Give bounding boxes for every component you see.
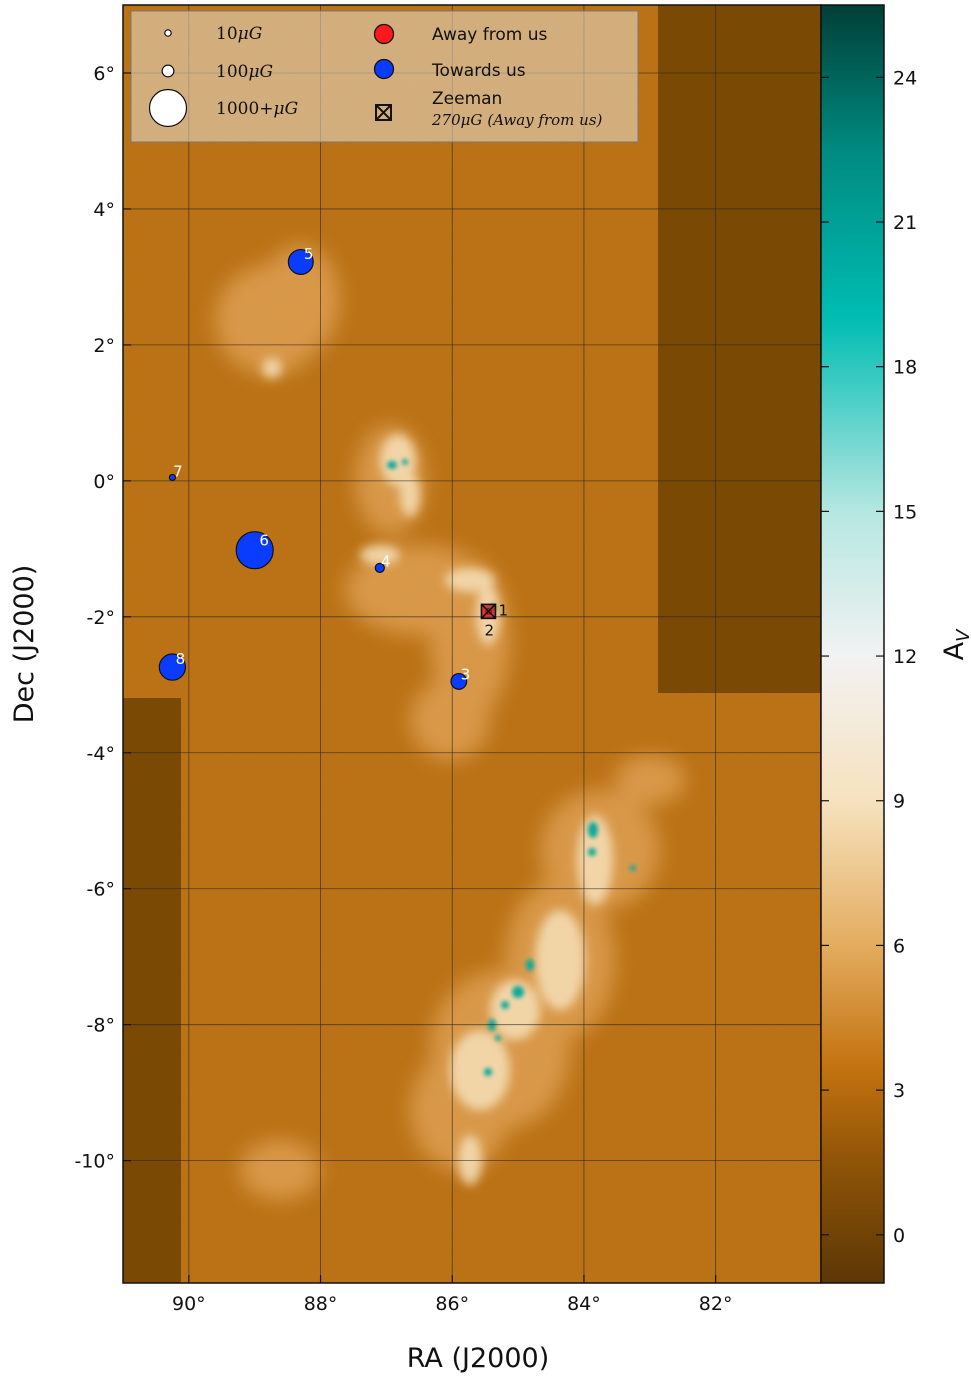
cb-tick-label-7: 21 (893, 212, 917, 234)
colorbar-title: AV (939, 628, 971, 660)
marker-label-6: 6 (259, 532, 269, 550)
legend-size-label-1: 100μG (216, 62, 273, 82)
legend-size-value-2: 1000+ (216, 99, 274, 119)
colorbar-gradient (820, 4, 885, 1284)
legend-away-label: Away from us (432, 25, 547, 45)
colorbar-title-sub: V (953, 628, 971, 642)
y-tick-label-3: 0° (93, 471, 115, 493)
markers: 3 4 5 6 7 8 21 (158, 245, 508, 690)
legend-zeeman-label: Zeeman (432, 89, 502, 109)
legend-towards-label: Towards us (431, 61, 526, 81)
legend-zeeman-sublabel: 270μG (Away from us) (431, 111, 603, 129)
legend-color-towards: Towards us (373, 58, 526, 81)
extinction-map (123, 5, 821, 1283)
legend-towards-marker (373, 58, 395, 80)
legend-size-marker-1 (161, 64, 175, 78)
cloud-peaks (387, 459, 636, 1076)
grid (123, 5, 821, 1283)
colorbar: 0 3 6 9 12 15 18 21 24 AV (820, 4, 971, 1284)
y-tick-label-5: -4° (87, 743, 115, 765)
zeeman-marker-icon (375, 104, 392, 121)
zeeman-marker-1 (480, 603, 497, 620)
x-tick-label-1: 88° (304, 1293, 338, 1315)
x-tick-label-3: 84° (567, 1293, 601, 1315)
legend-size-unit-2: μG (274, 99, 299, 119)
colorbar-title-main: A (939, 641, 970, 660)
towards-marker-3 (450, 672, 468, 690)
legend-size-label-0: 10μG (216, 24, 262, 44)
marker-label-4: 4 (381, 553, 391, 571)
x-tick-label-4: 82° (699, 1293, 733, 1315)
zeeman-value: 270 (431, 111, 461, 129)
y-tick-label-0: 6° (93, 63, 115, 85)
legend-color-away: Away from us (373, 23, 547, 45)
y-tick-label-2: 2° (93, 335, 115, 357)
x-axis-ticks: 90° 88° 86° 84° 82° (172, 1275, 732, 1315)
y-axis-title: Dec (J2000) (9, 565, 40, 724)
legend-size-value-1: 100 (216, 62, 248, 82)
marker-label-8: 8 (176, 650, 186, 668)
cb-tick-label-5: 15 (893, 501, 917, 523)
marker-label-1: 1 (498, 601, 508, 619)
colorbar-ticks: 0 3 6 9 12 15 18 21 24 (821, 67, 917, 1247)
legend-away-marker (373, 23, 395, 45)
no-data-region-left (123, 698, 181, 1283)
x-tick-label-0: 90° (172, 1293, 206, 1315)
cb-tick-label-4: 12 (893, 646, 917, 668)
marker-label-2: 2 (484, 621, 494, 639)
y-axis-ticks: 6° 4° 2° 0° -2° -4° -6° -8° -10° (74, 63, 131, 1173)
marker-label-3: 3 (461, 665, 471, 683)
x-axis-title: RA (J2000) (407, 1343, 549, 1374)
towards-marker-4 (374, 562, 385, 573)
cb-tick-label-8: 24 (893, 67, 917, 89)
cb-tick-label-2: 6 (893, 935, 905, 957)
towards-marker-8 (158, 653, 187, 681)
y-tick-label-7: -8° (87, 1015, 115, 1037)
zeeman-direction: (Away from us) (487, 111, 602, 129)
cb-tick-label-6: 18 (893, 357, 917, 379)
legend-zeeman: Zeeman 270μG (Away from us) (375, 89, 603, 129)
marker-label-5: 5 (304, 245, 314, 263)
cb-tick-label-1: 3 (893, 1080, 905, 1102)
legend-size-marker-0 (164, 29, 172, 37)
legend-size-marker-2 (148, 88, 188, 128)
cb-tick-label-3: 9 (893, 791, 905, 813)
legend-size-unit-1: μG (248, 62, 273, 82)
no-data-region-right (658, 5, 821, 693)
towards-marker-5 (287, 248, 314, 275)
marker-label-7: 7 (173, 463, 183, 481)
cb-tick-label-0: 0 (893, 1225, 905, 1247)
zeeman-unit: μG (461, 111, 483, 129)
legend-size-label-2: 1000+μG (216, 99, 298, 119)
y-tick-label-4: -2° (87, 607, 115, 629)
towards-marker-6 (235, 531, 274, 570)
y-tick-label-1: 4° (93, 199, 115, 221)
y-tick-label-6: -6° (87, 879, 115, 901)
towards-marker-7 (168, 473, 176, 482)
legend-size-value-0: 10 (216, 24, 238, 44)
y-tick-label-8: -10° (74, 1151, 115, 1173)
legend-size-unit-0: μG (238, 24, 263, 44)
x-tick-label-2: 86° (435, 1293, 469, 1315)
